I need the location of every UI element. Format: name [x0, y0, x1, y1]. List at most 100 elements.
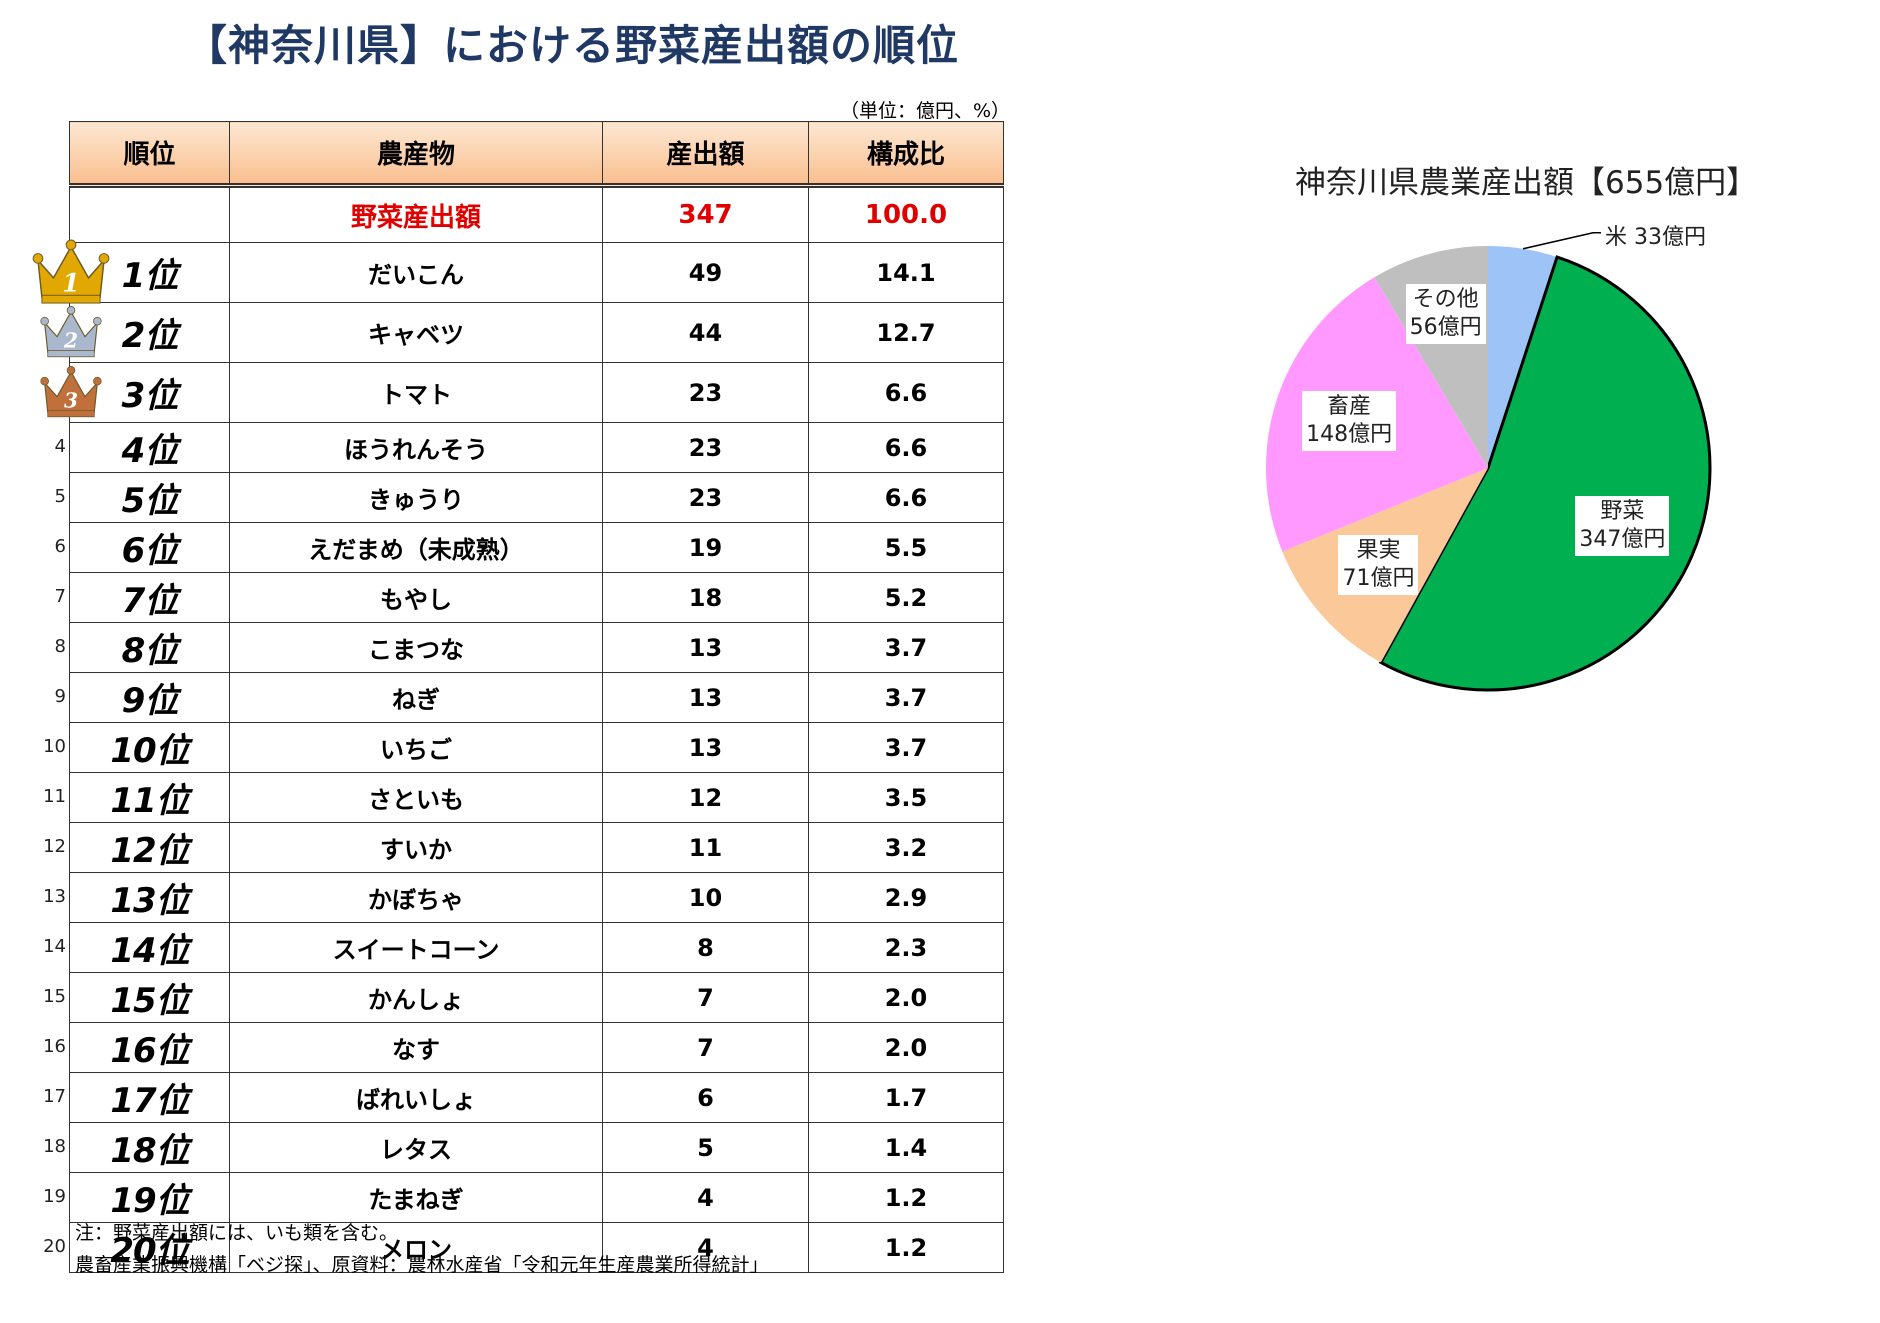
value-cell: 13	[602, 622, 809, 673]
table-row: 10位 いちご 13 3.7	[69, 722, 1004, 773]
value-cell: 18	[602, 572, 809, 623]
ratio-cell: 5.2	[808, 572, 1004, 623]
pie-label-name: 野菜	[1600, 499, 1645, 525]
table-row: 4位 ほうれんそう 23 6.6	[69, 422, 1004, 473]
product-cell: レタス	[229, 1122, 603, 1173]
row-number: 4	[54, 436, 66, 457]
value-cell: 49	[602, 242, 809, 303]
rank-cell: 10位	[69, 722, 230, 773]
row-number: 19	[43, 1186, 66, 1207]
rank-cell: 13位	[69, 872, 230, 923]
table-row: 2位 キャベツ 44 12.7	[69, 302, 1004, 363]
ratio-cell: 2.0	[808, 1022, 1004, 1073]
table-row: 8位 こまつな 13 3.7	[69, 622, 1004, 673]
row-number: 11	[43, 786, 66, 807]
product-cell: スイートコーン	[229, 922, 603, 973]
ratio-cell: 12.7	[808, 302, 1004, 363]
rank-cell: 4位	[69, 422, 230, 473]
product-cell: すいか	[229, 822, 603, 873]
row-number: 8	[54, 636, 66, 657]
value-cell: 4	[602, 1222, 809, 1273]
rank-cell: 18位	[69, 1122, 230, 1173]
rank-cell: 17位	[69, 1072, 230, 1123]
ratio-cell: 6.6	[808, 472, 1004, 523]
product-cell: ねぎ	[229, 672, 603, 723]
value-cell: 12	[602, 772, 809, 823]
source-note: 農畜産業振興機構「ベジ探」、原資料：農林水産省「令和元年生産農業所得統計」	[75, 1254, 769, 1276]
rank-cell: 6位	[69, 522, 230, 573]
row-number: 12	[43, 836, 66, 857]
value-cell: 13	[602, 722, 809, 773]
rank-cell: 11位	[69, 772, 230, 823]
pie-label-name: 畜産	[1327, 394, 1372, 420]
product-cell: トマト	[229, 362, 603, 423]
pie-chart	[1266, 232, 1712, 692]
table-row: 15位 かんしょ 7 2.0	[69, 972, 1004, 1023]
header-ratio: 構成比	[808, 121, 1004, 188]
table-row: 14位 スイートコーン 8 2.3	[69, 922, 1004, 973]
product-cell: かぼちゃ	[229, 872, 603, 923]
row-number: 7	[54, 586, 66, 607]
rank-cell: 2位	[69, 302, 230, 363]
value-cell: 11	[602, 822, 809, 873]
rank-cell: 16位	[69, 1022, 230, 1073]
product-cell: かんしょ	[229, 972, 603, 1023]
product-cell: たまねぎ	[229, 1172, 603, 1223]
value-cell: 10	[602, 872, 809, 923]
table-row: 7位 もやし 18 5.2	[69, 572, 1004, 623]
crown-icon: 3	[40, 366, 102, 418]
product-cell: メロン	[229, 1222, 603, 1273]
pie-label-rice: 米 33億円	[1604, 224, 1706, 250]
value-cell: 13	[602, 672, 809, 723]
ratio-cell: 3.2	[808, 822, 1004, 873]
pie-label-3: 畜産 148億円	[1302, 391, 1397, 452]
ratio-cell: 5.5	[808, 522, 1004, 573]
ratio-cell: 3.7	[808, 622, 1004, 673]
crown-number: 3	[64, 389, 78, 413]
value-cell: 23	[602, 472, 809, 523]
ranking-table: 順位 農産物 産出額 構成比 野菜産出額 347 100.0 1位 だいこん 49 1…	[69, 121, 1004, 1273]
pie-label-2: 果実 71億円	[1338, 535, 1419, 596]
value-cell: 23	[602, 422, 809, 473]
row-number: 6	[54, 536, 66, 557]
table-row: 20位 メロン 4 1.2	[69, 1222, 1004, 1273]
row-number: 20	[43, 1236, 66, 1257]
rank-cell: 9位	[69, 672, 230, 723]
product-cell: さといも	[229, 772, 603, 823]
row-number: 16	[43, 1036, 66, 1057]
crown-icon: 2	[40, 306, 102, 358]
value-cell: 4	[602, 1172, 809, 1223]
table-row: 1位 だいこん 49 14.1	[69, 242, 1004, 303]
table-row: 5位 きゅうり 23 6.6	[69, 472, 1004, 523]
table-row: 17位 ばれいしょ 6 1.7	[69, 1072, 1004, 1123]
row-number: 5	[54, 486, 66, 507]
value-cell: 8	[602, 922, 809, 973]
ratio-cell: 2.0	[808, 972, 1004, 1023]
product-cell: なす	[229, 1022, 603, 1073]
pie-label-value: 56億円	[1409, 314, 1482, 340]
table-row: 9位 ねぎ 13 3.7	[69, 672, 1004, 723]
table-row: 19位 たまねぎ 4 1.2	[69, 1172, 1004, 1223]
total-value: 347	[602, 185, 809, 243]
table-row: 16位 なす 7 2.0	[69, 1022, 1004, 1073]
value-cell: 19	[602, 522, 809, 573]
product-cell: ほうれんそう	[229, 422, 603, 473]
rank-cell: 8位	[69, 622, 230, 673]
value-cell: 7	[602, 972, 809, 1023]
chart-title: 神奈川県農業産出額【655億円】	[1295, 165, 1758, 201]
page-title: 【神奈川県】における野菜産出額の順位	[185, 21, 960, 70]
ratio-cell: 6.6	[808, 362, 1004, 423]
footnote: 注：野菜産出額には、いも類を含む。	[75, 1222, 399, 1244]
ratio-cell: 1.7	[808, 1072, 1004, 1123]
leader-line	[1522, 232, 1601, 250]
rank-cell: 19位	[69, 1172, 230, 1223]
table-row: 13位 かぼちゃ 10 2.9	[69, 872, 1004, 923]
table-row: 3位 トマト 23 6.6	[69, 362, 1004, 423]
table-row: 6位 えだまめ（未成熟） 19 5.5	[69, 522, 1004, 573]
product-cell: こまつな	[229, 622, 603, 673]
rank-cell: 20位	[69, 1222, 230, 1273]
ratio-cell: 6.6	[808, 422, 1004, 473]
unit-note: （単位：億円、%）	[840, 100, 1011, 122]
pie-label-name: その他	[1412, 286, 1479, 312]
table-row: 11位 さといも 12 3.5	[69, 772, 1004, 823]
